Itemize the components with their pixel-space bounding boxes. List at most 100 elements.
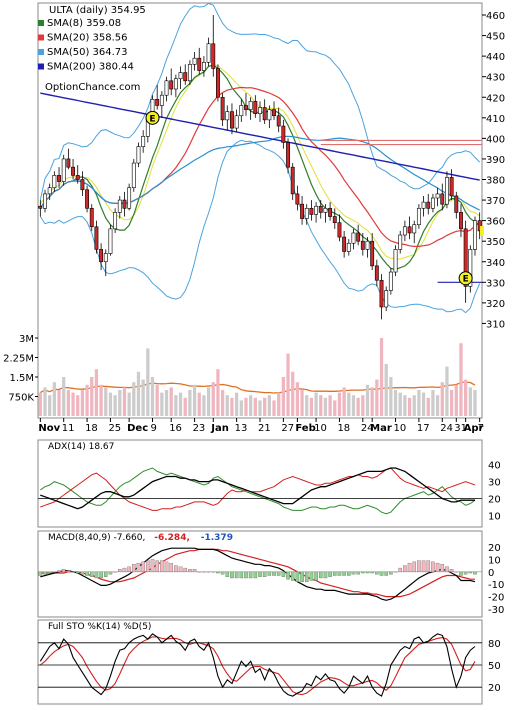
macd-histogram-bar xyxy=(407,562,412,572)
volume-bar xyxy=(197,392,201,416)
macd-histogram-bar xyxy=(318,571,323,579)
volume-bar xyxy=(403,395,407,416)
volume-bar xyxy=(421,392,426,416)
macd-histogram-bar xyxy=(183,567,188,572)
volume-bar xyxy=(333,400,337,416)
volume-bar xyxy=(412,395,416,416)
candle-down xyxy=(253,101,258,115)
macd-histogram-bar xyxy=(89,571,94,577)
candle-down xyxy=(300,203,304,219)
candle-down xyxy=(360,240,365,250)
volume-bar xyxy=(384,364,388,416)
x-tick-label: 17 xyxy=(417,423,430,434)
macd-histogram-bar xyxy=(127,566,131,572)
macd-histogram-bar xyxy=(412,561,417,572)
price-tick-label: 400 xyxy=(486,134,505,145)
macd-histogram-bar xyxy=(258,571,262,577)
macd-histogram-bar xyxy=(80,571,85,575)
volume-bar xyxy=(393,390,398,416)
volume-bar xyxy=(76,395,80,416)
macd-histogram-bar xyxy=(61,569,66,572)
candle-down xyxy=(370,240,375,267)
macd-histogram-bar xyxy=(342,571,346,576)
volume-bar xyxy=(188,390,192,416)
candle-up xyxy=(248,101,253,110)
candle-up xyxy=(187,64,192,82)
candle-up xyxy=(234,115,239,129)
candle-down xyxy=(89,207,94,228)
volume-bar xyxy=(295,382,300,416)
volume-bar xyxy=(253,397,257,416)
earnings-marker-label: E xyxy=(149,114,155,124)
volume-bar xyxy=(249,395,253,416)
macd-histogram-bar xyxy=(188,569,192,572)
candle-up xyxy=(52,175,57,189)
legend-label: SMA(200) 380.44 xyxy=(47,62,134,73)
volume-bar xyxy=(431,390,435,416)
adx-line xyxy=(40,467,475,510)
sto-tick-label: 80 xyxy=(488,639,501,650)
candle-up xyxy=(178,72,183,80)
volume-bar xyxy=(342,387,346,416)
candle-up xyxy=(388,271,393,291)
candle-down xyxy=(374,265,379,281)
macd-histogram-bar xyxy=(146,560,150,572)
x-tick-label: 18 xyxy=(85,423,98,434)
volume-bar xyxy=(361,395,365,416)
volume-bar xyxy=(71,392,75,416)
candle-down xyxy=(286,142,290,168)
volume-tick-label: 750K xyxy=(8,393,34,404)
macd-histogram-bar xyxy=(164,561,169,572)
macd-histogram-bar xyxy=(351,571,356,575)
macd-histogram-bar xyxy=(155,560,159,572)
price-tick-label: 350 xyxy=(486,237,505,248)
macd-histogram-bar xyxy=(347,571,351,576)
sto-d-line xyxy=(39,636,476,696)
macd-histogram-bar xyxy=(108,571,113,575)
macd-histogram-bar xyxy=(248,571,253,579)
sto-panel-header: Full STO %K(14) %D(5) xyxy=(48,622,151,632)
macd-histogram-bar xyxy=(426,560,431,572)
candle-down xyxy=(66,158,71,168)
macd-histogram-bar xyxy=(389,571,393,575)
legend-label: SMA(8) 359.08 xyxy=(47,18,121,29)
candle-down xyxy=(356,232,361,242)
macd-histogram-bar xyxy=(94,571,99,579)
volume-bar xyxy=(351,395,356,416)
candle-down xyxy=(379,279,384,308)
legend-label: SMA(50) 364.73 xyxy=(47,47,128,58)
candle-up xyxy=(365,240,370,250)
x-tick-label: 10 xyxy=(314,423,327,434)
macd-histogram-bar xyxy=(141,561,145,572)
macd-histogram-bar xyxy=(178,566,183,572)
volume-bar xyxy=(398,392,402,416)
volume-bar xyxy=(202,395,206,416)
candle-down xyxy=(454,195,459,213)
macd-histogram-bar xyxy=(85,571,89,576)
macd-histogram-bar xyxy=(38,571,43,576)
volume-bar xyxy=(277,392,281,416)
macd-histogram-bar xyxy=(234,571,239,579)
candle-up xyxy=(393,249,398,273)
candle-up xyxy=(314,205,319,215)
volume-bar xyxy=(164,390,169,416)
volume-bar xyxy=(146,348,150,416)
candle-up xyxy=(173,78,178,90)
earnings-marker xyxy=(145,110,160,125)
macd-histogram-bar xyxy=(421,560,426,572)
legend-swatch xyxy=(38,49,44,55)
x-tick-label: 21 xyxy=(258,423,271,434)
candle-down xyxy=(281,125,286,143)
x-tick-label: Nov xyxy=(38,423,60,434)
candle-down xyxy=(57,175,61,182)
candle-down xyxy=(449,177,454,197)
candle-up xyxy=(384,290,389,308)
candle-up xyxy=(164,80,169,96)
volume-bar xyxy=(136,371,141,416)
candle-up xyxy=(304,207,309,219)
sto-tick-label: 50 xyxy=(488,661,501,672)
x-tick-label: 24 xyxy=(440,423,453,434)
volume-bar xyxy=(57,390,61,416)
macd-histogram-bar xyxy=(150,559,155,572)
volume-bar xyxy=(43,387,47,416)
